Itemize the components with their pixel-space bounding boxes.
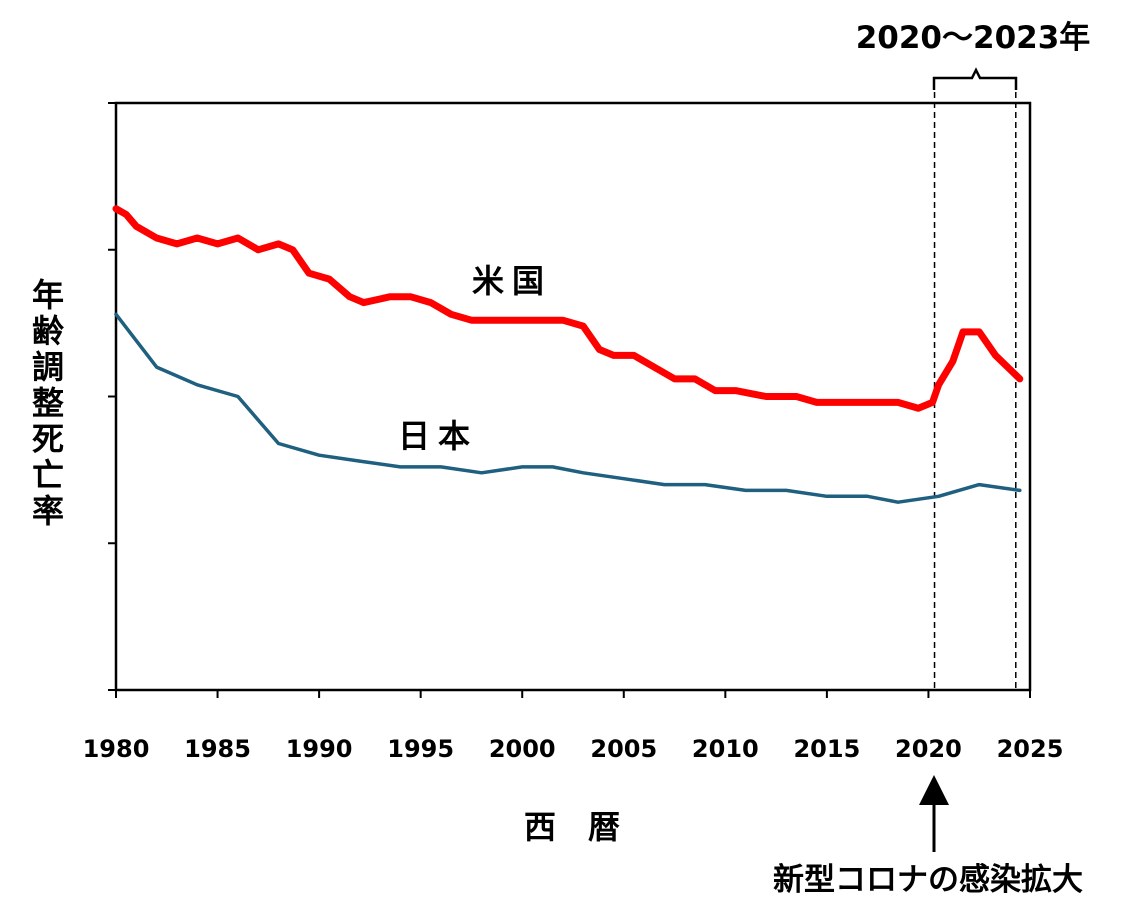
period-label: 2020～2023年 <box>856 20 1091 56</box>
series-layer <box>112 205 1024 504</box>
period-guides <box>933 92 1017 688</box>
x-tick-label: 1990 <box>286 735 353 763</box>
series-line-usa <box>112 205 1024 412</box>
event-label: 新型コロナの感染拡大 <box>773 862 1083 898</box>
x-tick-label: 1980 <box>83 735 150 763</box>
series-line-japan <box>114 312 1022 504</box>
x-tick-label: 1995 <box>387 735 454 763</box>
x-tick-label: 1985 <box>184 735 251 763</box>
x-tick-label: 2025 <box>997 735 1064 763</box>
period-brace <box>932 67 1018 90</box>
x-tick-label: 2005 <box>590 735 657 763</box>
y-axis <box>108 102 116 691</box>
y-axis-title: 年齢調整死亡率 <box>27 278 65 530</box>
x-tick-label: 2000 <box>489 735 556 763</box>
x-tick-label: 2020 <box>895 735 962 763</box>
x-tick-label: 2010 <box>692 735 759 763</box>
x-axis-title: 西 暦 <box>524 808 620 846</box>
x-tick-label: 2015 <box>793 735 860 763</box>
series-label-usa: 米国 <box>472 262 552 300</box>
series-label-japan: 日本 <box>398 417 478 455</box>
x-axis: 1980 1985 1990 1995 2000 2005 2010 2015 2020 2025 <box>83 690 1064 763</box>
plot-area <box>114 101 1032 692</box>
